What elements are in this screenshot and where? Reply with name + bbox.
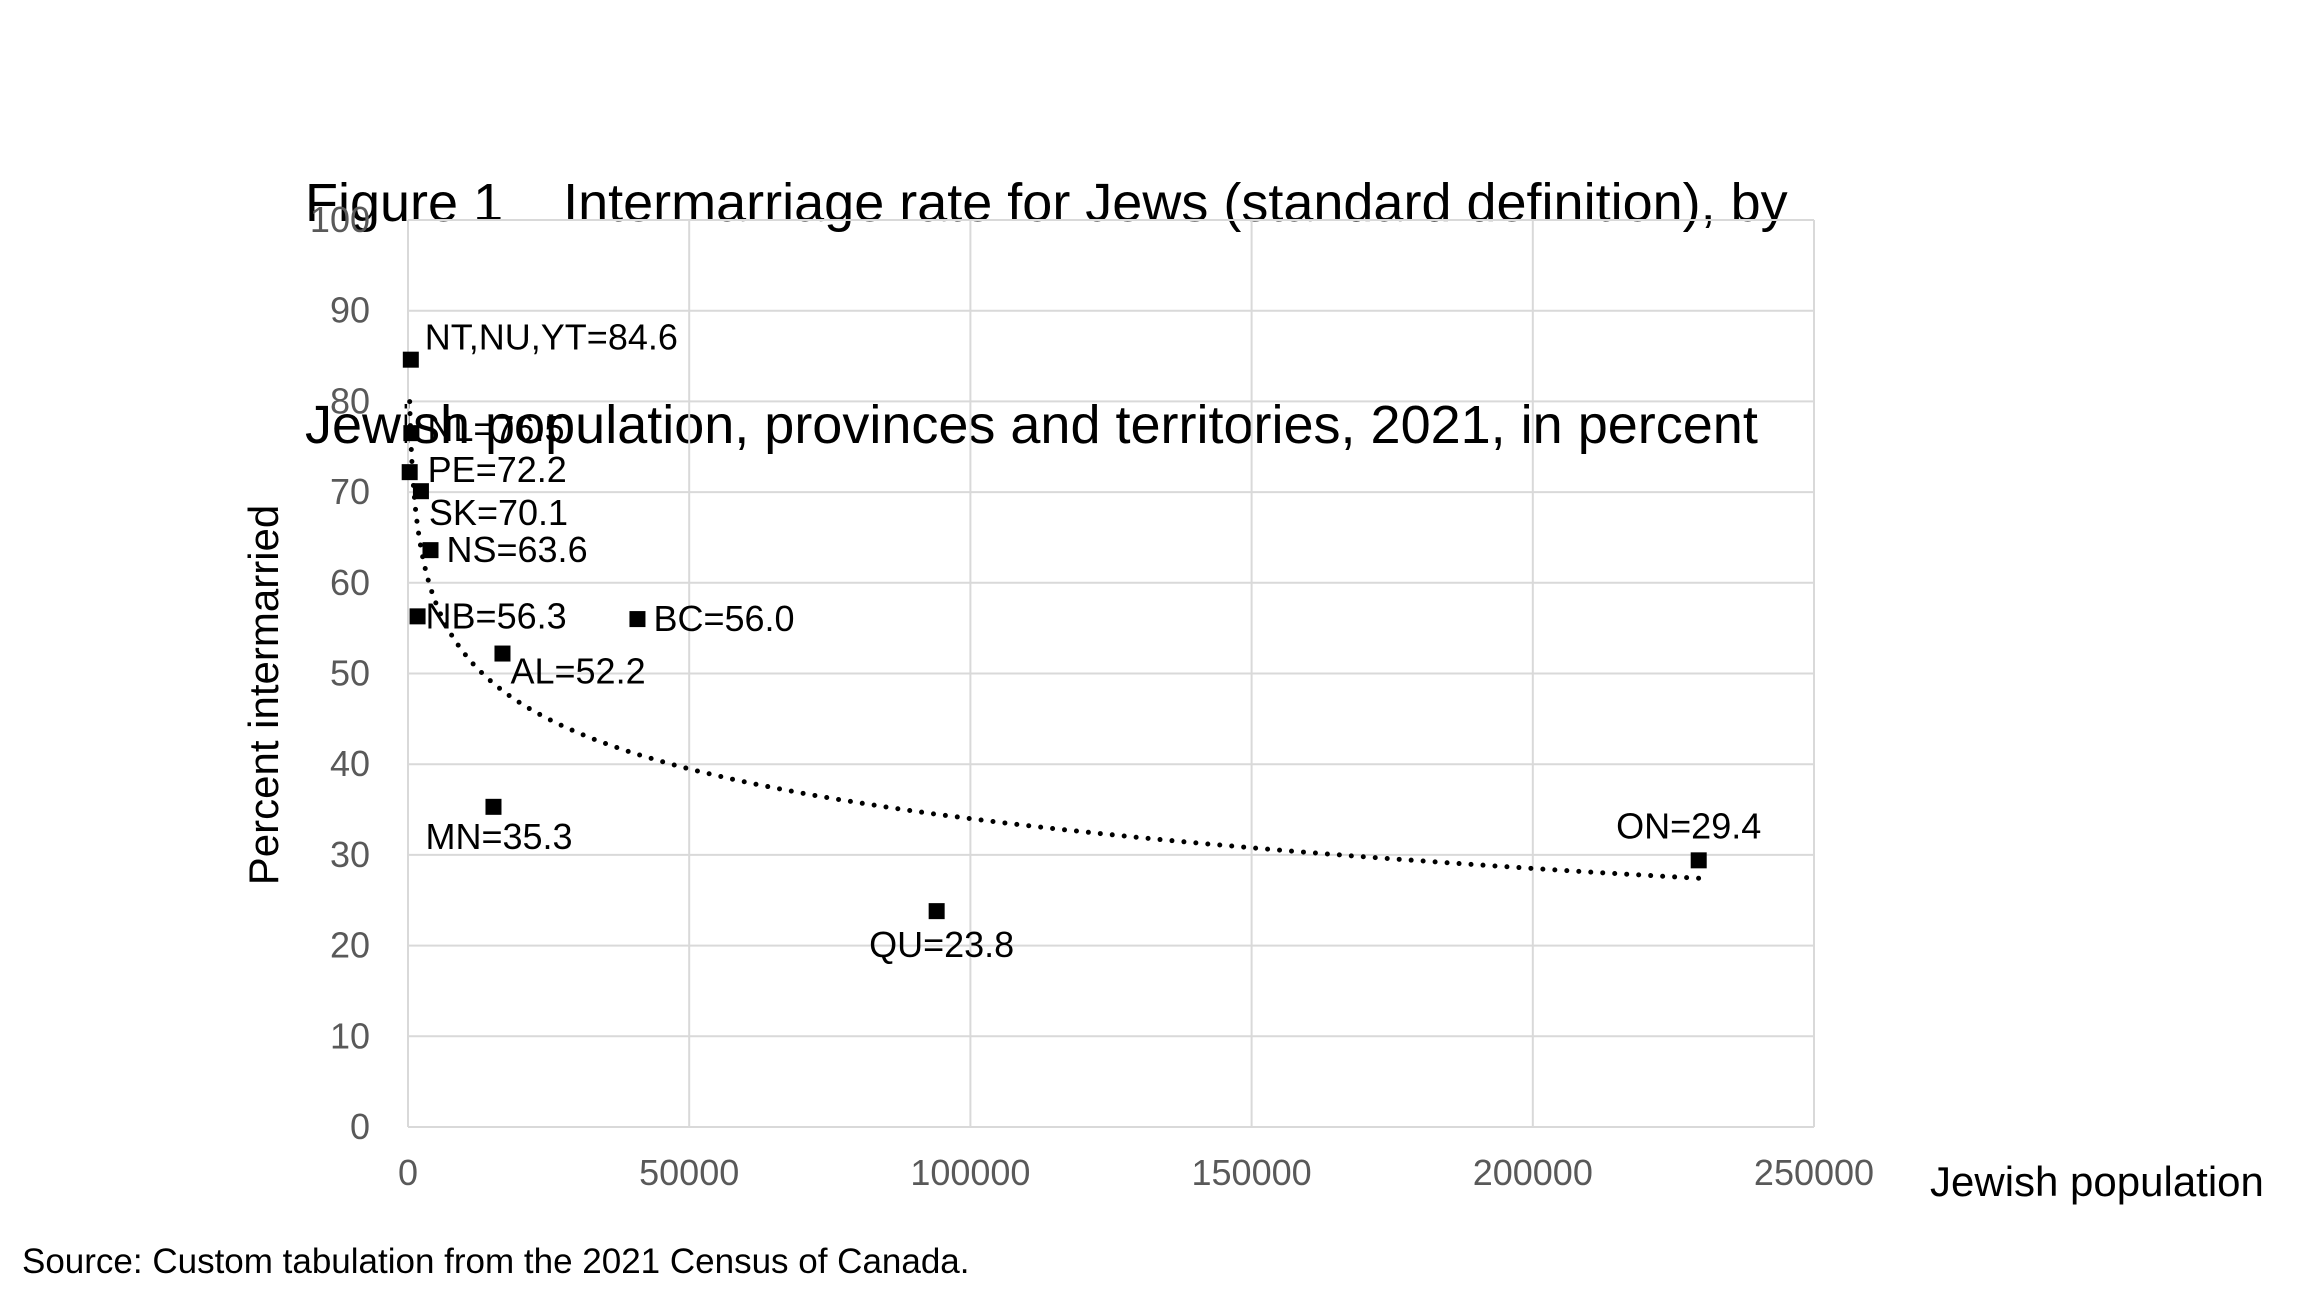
y-tick-label: 40 <box>330 743 370 784</box>
data-label: NS=63.6 <box>446 529 587 570</box>
data-label: MN=35.3 <box>425 816 572 857</box>
y-tick-label: 90 <box>330 290 370 331</box>
data-point <box>403 425 420 442</box>
data-label: NL=76.5 <box>427 408 564 449</box>
x-tick-label: 0 <box>398 1152 418 1193</box>
x-tick-label: 200000 <box>1473 1152 1593 1193</box>
x-tick-label: 150000 <box>1192 1152 1312 1193</box>
data-label: NT,NU,YT=84.6 <box>425 317 678 358</box>
chart-title-line-2: Jewish population, provinces and territo… <box>305 395 1758 455</box>
y-tick-label: 80 <box>330 380 370 421</box>
data-points: NT,NU,YT=84.6 NL=76.5PE=72.2SK=70.1NS=63.… <box>401 317 1761 965</box>
x-tick-label: 250000 <box>1754 1152 1874 1193</box>
data-point <box>402 351 419 368</box>
data-label: AL=52.2 <box>510 651 645 692</box>
y-tick-label: 20 <box>330 925 370 966</box>
x-axis-label: Jewish population <box>1930 1158 2264 1205</box>
data-label: ON=29.4 <box>1616 805 1761 846</box>
y-axis-label: Percent intermarried <box>240 505 287 885</box>
y-tick-label: 60 <box>330 562 370 603</box>
chart-title: Figure 1 Intermarriage rate for Jews (st… <box>305 18 2105 536</box>
grid-lines <box>407 219 1815 1128</box>
y-tick-label: 10 <box>330 1015 370 1056</box>
data-label: BC=56.0 <box>653 598 794 639</box>
data-point <box>401 464 418 481</box>
y-tick-label: 0 <box>350 1106 370 1147</box>
scatter-chart: 0 10 20 30 40 50 60 70 80 90 100 0 50000 100000 150000… <box>240 199 2264 1205</box>
data-label: NB=56.3 <box>426 595 567 636</box>
source-note: Source: Custom tabulation from the 2021 … <box>22 1242 970 1281</box>
data-label: PE=72.2 <box>428 449 567 490</box>
axes: 0 10 20 30 40 50 60 70 80 90 100 0 50000 100000 150000… <box>310 199 1874 1193</box>
y-tick-label: 50 <box>330 653 370 694</box>
y-tick-label: 30 <box>330 834 370 875</box>
data-point <box>928 903 945 920</box>
trendline <box>407 399 1702 881</box>
data-point <box>494 645 511 662</box>
y-tick-label: 70 <box>330 471 370 512</box>
data-point <box>485 798 502 815</box>
data-label: QU=23.8 <box>869 924 1014 965</box>
data-point <box>422 542 439 559</box>
data-point <box>409 608 426 625</box>
chart-title-line-1: Figure 1 Intermarriage rate for Jews (st… <box>305 173 1788 233</box>
data-label: SK=70.1 <box>429 492 568 533</box>
trendline-group <box>407 399 1702 881</box>
data-point <box>629 611 646 628</box>
x-tick-label: 50000 <box>639 1152 739 1193</box>
data-point <box>412 483 429 500</box>
x-tick-label: 100000 <box>910 1152 1030 1193</box>
data-point <box>1690 852 1707 869</box>
y-tick-label: 100 <box>310 199 370 240</box>
